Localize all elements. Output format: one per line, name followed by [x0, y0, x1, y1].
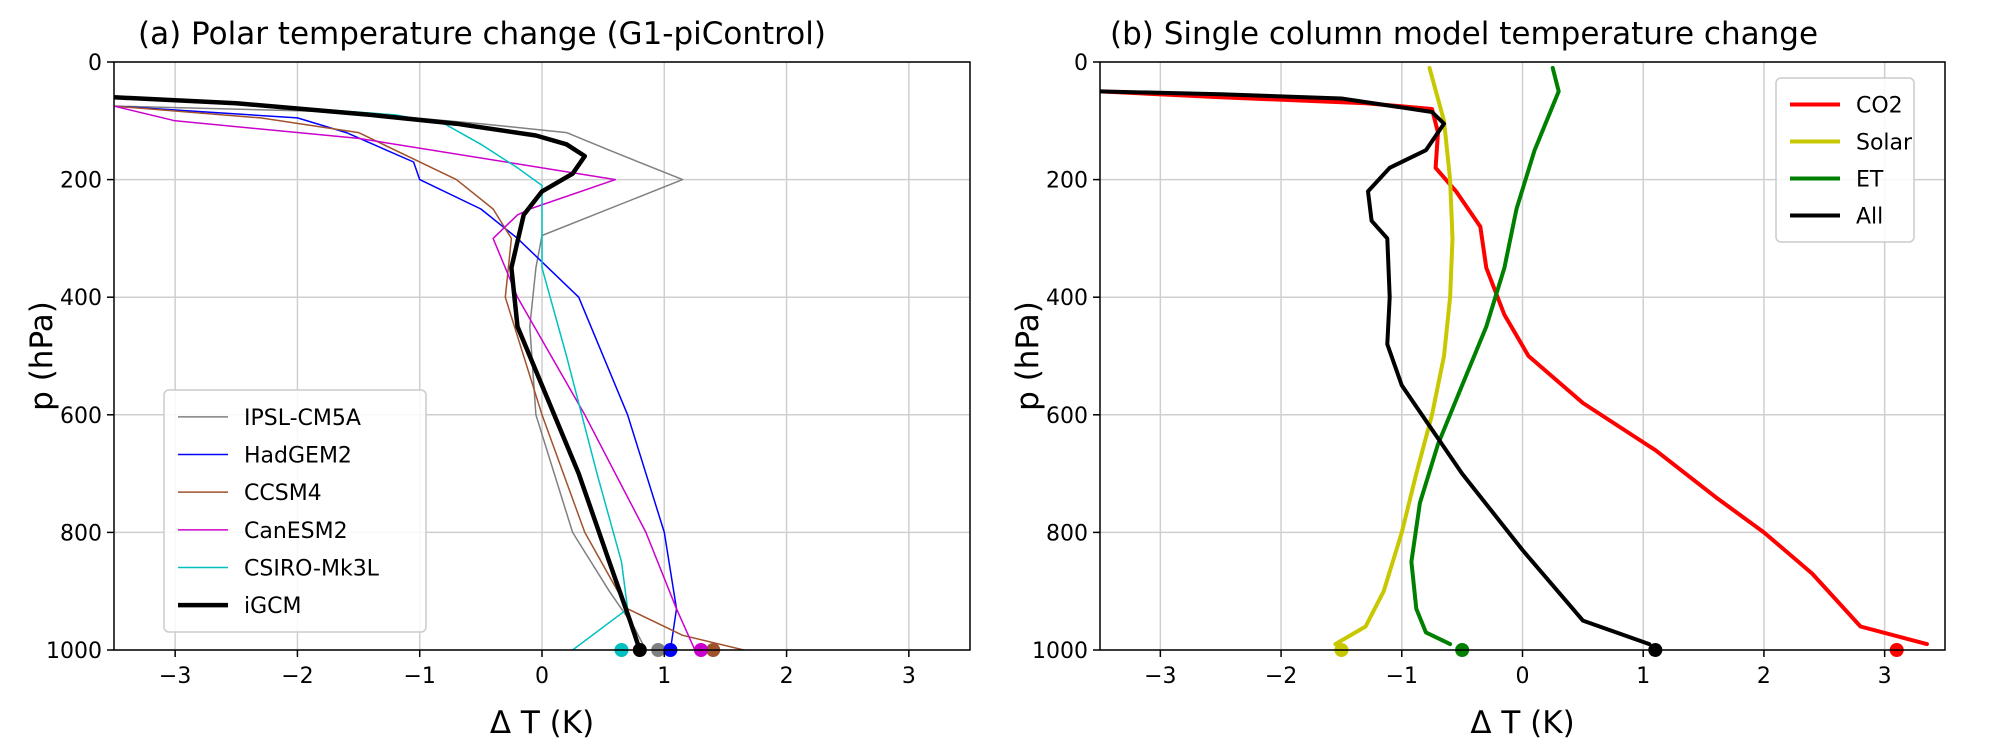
y-tick-label: 200 [60, 169, 102, 194]
legend: IPSL-CM5A HadGEM2 CCSM4 CanESM2 CSIRO-Mk3L iG… [163, 389, 427, 633]
y-tick-label: 400 [1046, 286, 1088, 311]
x-tick-label: −2 [1265, 664, 1297, 689]
x-tick-label: −1 [403, 664, 435, 689]
x-tick-label: 3 [1878, 664, 1892, 689]
y-tick-label: 800 [60, 521, 102, 546]
panel-a: −3 −2 −1 0 1 2 3 0 200 400 600 800 1000 (a) Polar tem… [24, 16, 971, 739]
x-tick-label: −3 [159, 664, 191, 689]
series-line-CCSM4 [114, 105, 745, 650]
legend-label: iGCM [244, 594, 302, 619]
legend-label: Solar [1856, 131, 1913, 156]
x-tick-label: 0 [1516, 664, 1530, 689]
legend-label: CanESM2 [244, 519, 348, 544]
series-line-IPSL-CM5A [114, 105, 684, 650]
x-tick-label: 2 [1757, 664, 1771, 689]
series-line-All [1100, 89, 1652, 647]
x-axis-label: Δ T (K) [490, 705, 594, 739]
legend-box [163, 389, 427, 633]
series-line-Solar [1333, 65, 1455, 647]
y-tick-label: 0 [88, 51, 102, 76]
series-line-CanESM2 [114, 105, 696, 650]
legend-label: HadGEM2 [244, 444, 352, 469]
x-tick-label: 0 [535, 664, 549, 689]
legend-box [1775, 77, 1915, 243]
legend-label: CO2 [1856, 94, 1903, 119]
y-tick-label: 600 [60, 404, 102, 429]
legend-label: All [1856, 205, 1883, 230]
y-tick-label: 800 [1046, 521, 1088, 546]
panel-b: −3 −2 −1 0 1 2 3 0 200 400 600 800 1000 (b) Single co… [1010, 16, 1946, 739]
x-tick-label: −1 [1386, 664, 1418, 689]
legend-label: CSIRO-Mk3L [244, 557, 380, 582]
y-tick-label: 200 [1046, 169, 1088, 194]
y-axis-label: p (hPa) [24, 301, 60, 411]
x-tick-label: 1 [657, 664, 671, 689]
legend-label: IPSL-CM5A [244, 406, 361, 431]
y-axis-label: p (hPa) [1010, 301, 1046, 411]
chart-title: (a) Polar temperature change (G1-piContr… [138, 16, 826, 52]
x-axis-label: Δ T (K) [1470, 705, 1574, 739]
legend: CO2 Solar ET All [1775, 77, 1915, 243]
y-tick-label: 600 [1046, 404, 1088, 429]
series-line-ET [1409, 65, 1561, 647]
y-tick-label: 1000 [46, 639, 102, 664]
y-tick-label: 0 [1074, 51, 1088, 76]
x-tick-label: −2 [281, 664, 313, 689]
chart-title: (b) Single column model temperature chan… [1110, 16, 1818, 52]
legend-label: CCSM4 [244, 481, 322, 506]
y-tick-label: 1000 [1032, 639, 1088, 664]
x-tick-label: 3 [902, 664, 916, 689]
series-line-iGCM [114, 95, 643, 650]
x-tick-label: 1 [1636, 664, 1650, 689]
y-tick-label: 400 [60, 286, 102, 311]
legend-label: ET [1856, 168, 1884, 193]
x-tick-label: 2 [780, 664, 794, 689]
x-tick-label: −3 [1144, 664, 1176, 689]
